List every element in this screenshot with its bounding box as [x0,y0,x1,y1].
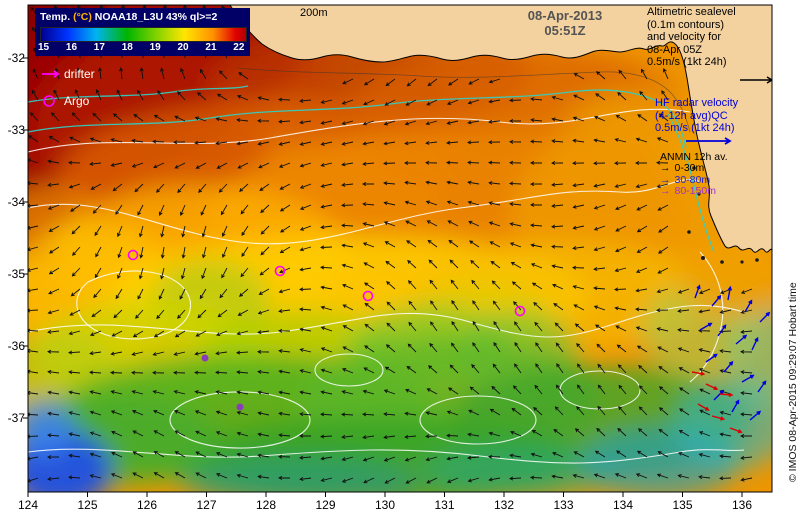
colorbar-tick-label: 18 [121,42,133,53]
lon-tick-label: 136 [731,498,753,512]
lon-tick-label: 127 [196,498,217,512]
colorbar-tick-label: 19 [149,42,161,53]
lon-tick-label: 130 [374,498,396,512]
lat-tick-label: -34 [7,195,25,209]
colorbar-title-temp: Temp. [40,11,71,23]
axis-ticks [23,57,743,497]
isobath-200m-line [237,67,691,133]
anmn-legend-row: → 80-150m [660,185,728,198]
colorbar-panel: Temp. (°C) NOAA18_L3U 43% ql>=2 15 16 17 18… [35,8,250,56]
map-border [27,4,773,493]
timestamp-date: 08-Apr-2013 [527,8,603,23]
islands [687,166,759,264]
colorbar-title-units: (°C) [73,11,92,23]
lon-tick-label: 134 [612,498,634,512]
drifter-legend-label: drifter [64,67,95,81]
anmn-depth-arrow-icon: → [660,173,671,186]
contour-label-200m: 200m [300,7,328,19]
argo-legend-circle-icon [43,95,55,107]
anmn-depth-label: 80-150m [674,185,716,197]
timestamp: 08-Apr-2013 05:51Z [515,8,615,38]
anmn-legend-rows: → 0-30m → 30-80m → 80-150m [660,162,728,198]
hf-radar-scale-arrow-icon [686,137,732,145]
land-australia [229,5,772,253]
sealevel-contours-white [28,108,745,464]
current-vectors [28,5,753,484]
colorbar-tick-label: 20 [177,42,189,53]
colorbar-tick-label: 15 [38,42,50,53]
sealevel-contours-cyan [28,85,715,253]
anmn-legend: ANMN 12h av. → 0-30m → 30-80m → 80-150m [660,151,728,198]
colorbar-gradient [40,27,247,42]
hf-radar-vectors-red [691,371,743,434]
altimetric-legend-text: Altimetric sealevel (0.1m contours) and ve… [647,6,777,69]
anmn-depth-arrow-icon: → [660,162,671,174]
anmn-legend-title: ANMN 12h av. [660,151,728,163]
hf-radar-legend-text: HF radar velocity (4-12h avg)QC 0.5m/s (1k… [655,97,775,135]
lon-tick-label: 129 [315,498,336,512]
colorbar-tick-label: 22 [233,42,245,53]
colorbar-title: Temp. (°C) NOAA18_L3U 43% ql>=2 [40,11,217,23]
lat-tick-label: -32 [7,51,25,65]
lon-tick-label: 132 [493,498,515,512]
lon-tick-label: 131 [434,498,455,512]
lon-tick-label: 125 [77,498,98,512]
anmn-legend-row: → 30-80m [660,173,728,187]
lat-tick-label: -35 [7,267,25,281]
lon-tick-label: 133 [553,498,574,512]
lon-tick-label: 135 [672,498,693,512]
lon-tick-label: 126 [136,498,158,512]
anmn-mooring-markers [201,354,244,411]
colorbar-tick-label: 21 [205,42,217,53]
timestamp-time: 05:51Z [544,23,586,38]
lon-tick-label: 128 [255,498,277,512]
altimetric-legend-line: (0.1m contours) [647,18,725,31]
colorbar-title-source: NOAA18_L3U 43% ql>=2 [94,11,218,23]
altimetric-legend-line: 08-Apr 05Z [647,43,703,56]
altimetric-scale-arrow-icon [740,76,772,84]
colorbar-tick-label: 17 [93,42,105,53]
anmn-depth-label: 0-30m [674,162,705,174]
hf-radar-legend-line: HF radar velocity [655,97,739,109]
anmn-depth-arrow-icon: → [660,185,671,197]
anmn-depth-label: 30-80m [674,173,711,186]
lat-tick-label: -33 [7,123,25,137]
altimetric-legend-line: and velocity for [647,31,721,43]
altimetric-legend-line: Altimetric sealevel [647,6,736,18]
hf-radar-vectors-blue [694,284,771,421]
altimetric-legend-line: 0.5m/s (1kt 24h) [647,56,727,68]
drifter-legend-arrow-icon [42,70,60,78]
argo-legend-label: Argo [64,94,90,108]
lat-tick-label: -36 [7,339,25,353]
hf-radar-legend-line: 0.5m/s (1kt 24h) [655,122,735,134]
argo-float-markers [127,249,526,317]
lat-tick-label: -37 [7,411,25,425]
lon-tick-label: 124 [17,498,39,512]
colorbar-tick-label: 16 [65,42,78,53]
imos-watermark: © IMOS 08-Apr-2015 09:29:07 Hobart time [787,282,799,482]
hf-radar-legend-line: (4-12h avg)QC [655,109,728,122]
anmn-legend-row: → 0-30m [660,162,728,175]
